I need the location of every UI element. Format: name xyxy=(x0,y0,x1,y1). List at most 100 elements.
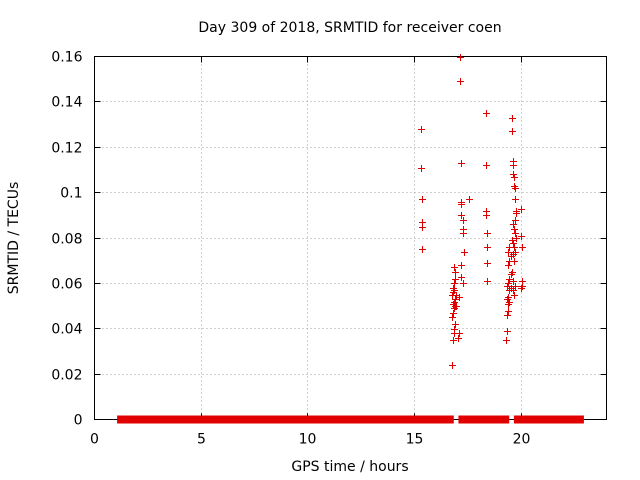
x-tick-label: 10 xyxy=(299,432,317,448)
data-point xyxy=(452,296,459,303)
chart-title: Day 309 of 2018, SRMTID for receiver coe… xyxy=(198,20,501,36)
data-point xyxy=(504,328,511,335)
data-point xyxy=(450,285,457,292)
data-point xyxy=(510,221,517,228)
data-point xyxy=(503,337,510,344)
axis-ticks xyxy=(94,56,607,420)
y-tick-label: 0.16 xyxy=(51,50,82,66)
data-point xyxy=(484,244,491,251)
data-point xyxy=(461,249,468,256)
data-point xyxy=(449,362,456,369)
data-point xyxy=(455,335,462,342)
baseline-points xyxy=(302,415,454,424)
baseline-points xyxy=(513,415,584,424)
data-point xyxy=(511,292,518,299)
y-tick-label: 0.08 xyxy=(51,232,82,248)
data-point xyxy=(518,285,525,292)
data-point xyxy=(511,244,518,251)
data-point xyxy=(450,337,457,344)
data-point xyxy=(457,54,464,61)
data-point xyxy=(458,212,465,219)
data-point xyxy=(513,235,520,242)
data-point xyxy=(456,294,463,301)
data-point xyxy=(518,233,525,240)
data-point xyxy=(505,280,512,287)
data-point xyxy=(453,303,460,310)
x-tick-label: 5 xyxy=(197,432,206,448)
data-point xyxy=(504,312,511,319)
data-point xyxy=(483,162,490,169)
grid-lines xyxy=(94,56,607,420)
data-point xyxy=(513,210,520,217)
data-point xyxy=(457,78,464,85)
data-point xyxy=(451,280,458,287)
data-point xyxy=(512,196,519,203)
data-point xyxy=(452,276,459,283)
data-point xyxy=(419,246,426,253)
baseline-series xyxy=(117,415,584,424)
data-point xyxy=(510,162,517,169)
data-point xyxy=(518,206,525,213)
data-point xyxy=(452,269,459,276)
data-point xyxy=(484,230,491,237)
data-point xyxy=(512,283,519,290)
data-point xyxy=(483,110,490,117)
data-point xyxy=(418,126,425,133)
data-point xyxy=(510,251,517,258)
y-axis-label: SRMTID / TECUs xyxy=(6,182,22,295)
data-point xyxy=(450,310,457,317)
data-point xyxy=(509,128,516,135)
data-points xyxy=(418,54,526,369)
data-point xyxy=(451,299,458,306)
data-point xyxy=(451,264,458,271)
data-point xyxy=(504,283,511,290)
data-point xyxy=(484,278,491,285)
baseline-points xyxy=(117,415,305,424)
baseline-points xyxy=(458,415,510,424)
data-point xyxy=(419,196,426,203)
data-point xyxy=(458,160,465,167)
data-point xyxy=(510,278,517,285)
data-point xyxy=(509,269,516,276)
data-point xyxy=(505,294,512,301)
data-point xyxy=(511,226,518,233)
data-point xyxy=(460,217,467,224)
data-point xyxy=(505,249,512,256)
data-point xyxy=(519,244,526,251)
y-tick-label: 0.06 xyxy=(51,277,82,293)
y-tick-label: 0.14 xyxy=(51,95,82,111)
data-point xyxy=(509,115,516,122)
data-point xyxy=(505,308,512,315)
x-tick-label: 20 xyxy=(513,432,531,448)
data-point xyxy=(509,237,516,244)
data-point xyxy=(512,217,519,224)
data-point xyxy=(458,201,465,208)
data-point xyxy=(484,260,491,267)
x-axis-label: GPS time / hours xyxy=(291,459,408,475)
x-tick-label: 0 xyxy=(90,432,99,448)
data-point xyxy=(505,262,512,269)
data-point xyxy=(506,276,513,283)
data-point xyxy=(456,330,463,337)
data-point xyxy=(449,314,456,321)
data-point xyxy=(418,165,425,172)
data-point xyxy=(510,287,517,294)
data-point xyxy=(483,212,490,219)
data-point xyxy=(511,258,518,265)
data-point xyxy=(419,224,426,231)
y-tick-label: 0.1 xyxy=(60,186,82,202)
data-point xyxy=(451,326,458,333)
data-point xyxy=(458,274,465,281)
x-tick-label: 15 xyxy=(406,432,424,448)
y-tick-label: 0.12 xyxy=(51,141,82,157)
y-tick-label: 0.04 xyxy=(51,322,82,338)
tick-labels: 0 0.02 0.04 0.06 0.08 0.1 0.12 0.14 0.16 0 5 10 15 20 xyxy=(51,50,530,448)
y-tick-label: 0 xyxy=(74,413,83,429)
data-point xyxy=(460,230,467,237)
data-point xyxy=(510,240,517,247)
data-point xyxy=(510,171,517,178)
data-point xyxy=(458,262,465,269)
data-point xyxy=(511,174,518,181)
data-point xyxy=(512,230,519,237)
